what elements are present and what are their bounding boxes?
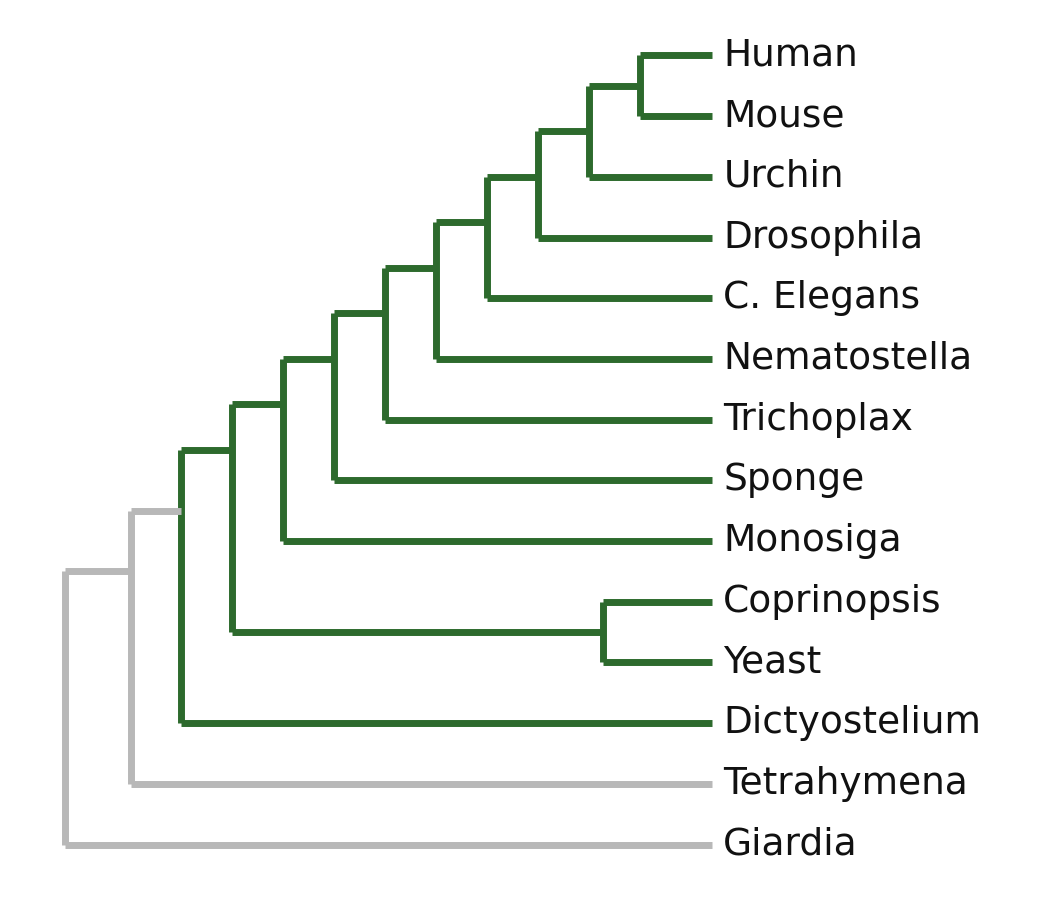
Text: Trichoplax: Trichoplax [724, 401, 914, 437]
Text: Sponge: Sponge [724, 463, 864, 499]
Text: Nematostella: Nematostella [724, 341, 972, 377]
Text: Monosiga: Monosiga [724, 523, 902, 559]
Text: Urchin: Urchin [724, 159, 843, 195]
Text: Yeast: Yeast [724, 644, 821, 680]
Text: Coprinopsis: Coprinopsis [724, 584, 942, 620]
Text: C. Elegans: C. Elegans [724, 280, 920, 316]
Text: Human: Human [724, 38, 858, 74]
Text: Giardia: Giardia [724, 826, 858, 862]
Text: Drosophila: Drosophila [724, 220, 923, 256]
Text: Dictyostelium: Dictyostelium [724, 705, 981, 741]
Text: Tetrahymena: Tetrahymena [724, 766, 968, 802]
Text: Mouse: Mouse [724, 98, 844, 134]
